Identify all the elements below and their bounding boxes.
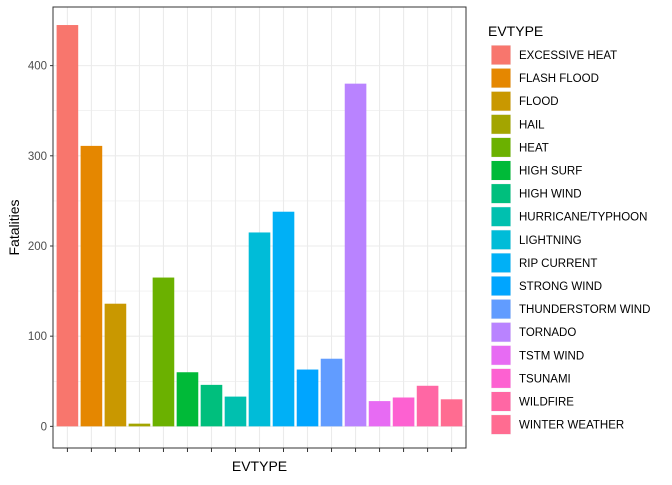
bar <box>416 385 439 427</box>
plot-panel <box>52 6 467 449</box>
bar <box>368 401 391 427</box>
bars <box>56 25 463 427</box>
legend-key <box>491 45 511 65</box>
legend: EVTYPE EXCESSIVE HEAT FLASH FLOOD FLOOD HAI… <box>488 23 650 435</box>
legend-label: STRONG WIND <box>519 281 602 293</box>
legend-key <box>491 184 511 204</box>
legend-label: EXCESSIVE HEAT <box>519 50 617 62</box>
legend-key <box>491 68 511 88</box>
legend-key <box>491 253 511 273</box>
bar <box>128 423 151 427</box>
legend-label: TSTM WIND <box>519 350 584 362</box>
x-axis-title: EVTYPE <box>232 458 287 474</box>
legend-key <box>491 161 511 180</box>
y-tick-label: 400 <box>28 61 47 73</box>
bar <box>440 399 463 427</box>
legend-key <box>491 415 511 435</box>
legend-key <box>491 207 511 227</box>
legend-key <box>491 137 511 157</box>
legend-key <box>491 345 511 365</box>
y-tick-label: 200 <box>28 241 47 253</box>
bar <box>224 396 247 427</box>
legend-label: LIGHTNING <box>519 235 582 247</box>
legend-label: FLASH FLOOD <box>519 73 599 85</box>
bar <box>152 277 175 427</box>
legend-key <box>491 322 511 342</box>
y-axis-title: Fatalities <box>6 199 22 255</box>
bar <box>320 358 343 427</box>
legend-title: EVTYPE <box>488 23 543 39</box>
y-tick-label: 0 <box>41 421 47 433</box>
legend-key <box>491 392 511 411</box>
legend-label: HIGH WIND <box>519 189 582 201</box>
legend-label: RIP CURRENT <box>519 258 597 270</box>
legend-label: HEAT <box>519 142 549 154</box>
bar <box>200 384 223 427</box>
bar <box>248 232 271 427</box>
legend-label: TSUNAMI <box>519 373 571 385</box>
bar <box>176 372 199 427</box>
legend-label: TORNADO <box>519 327 576 339</box>
legend-label: HURRICANE/TYPHOON <box>519 212 647 224</box>
y-tick-label: 100 <box>28 331 47 343</box>
legend-label: HAIL <box>519 119 545 131</box>
bar <box>296 369 319 427</box>
bar <box>392 397 415 427</box>
legend-items: EXCESSIVE HEAT FLASH FLOOD FLOOD HAIL HEAT HI… <box>491 45 650 435</box>
legend-key <box>491 368 511 388</box>
legend-key <box>491 276 511 296</box>
legend-key <box>491 230 511 250</box>
legend-label: THUNDERSTORM WIND <box>519 304 650 316</box>
y-axis: 0 100 200 300 400 <box>28 61 53 433</box>
y-tick-label: 300 <box>28 151 47 163</box>
legend-label: FLOOD <box>519 96 559 108</box>
bar <box>80 145 103 427</box>
x-axis <box>66 448 453 452</box>
legend-label: HIGH SURF <box>519 166 582 178</box>
bar <box>344 83 367 427</box>
legend-label: WILDFIRE <box>519 397 574 409</box>
bar <box>104 303 127 427</box>
bar <box>272 211 295 427</box>
legend-key <box>491 114 511 134</box>
bar <box>56 25 79 427</box>
legend-key <box>491 91 511 111</box>
legend-label: WINTER WEATHER <box>519 420 624 432</box>
legend-key <box>491 299 511 319</box>
